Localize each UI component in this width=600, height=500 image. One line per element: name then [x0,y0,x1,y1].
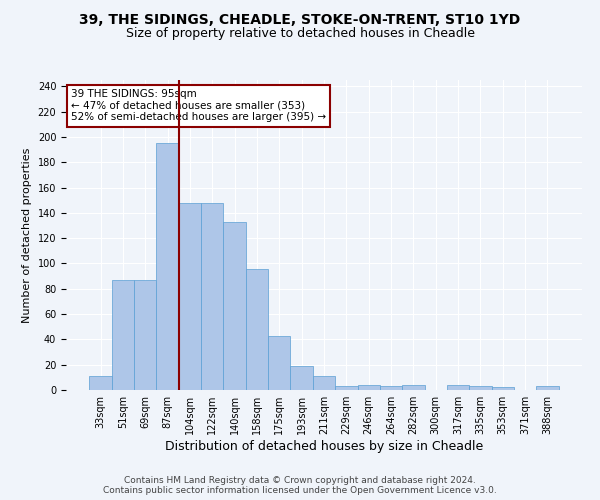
Bar [223,222,246,390]
X-axis label: Distribution of detached houses by size in Cheadle: Distribution of detached houses by size … [165,440,483,453]
Bar [447,385,469,390]
Bar [491,388,514,390]
Y-axis label: Number of detached properties: Number of detached properties [22,148,32,322]
Bar [112,280,134,390]
Bar [335,386,358,390]
Bar [201,202,223,390]
Bar [402,385,425,390]
Bar [157,144,179,390]
Bar [246,268,268,390]
Bar [358,385,380,390]
Text: Contains HM Land Registry data © Crown copyright and database right 2024.
Contai: Contains HM Land Registry data © Crown c… [103,476,497,495]
Bar [179,202,201,390]
Bar [469,386,491,390]
Text: 39, THE SIDINGS, CHEADLE, STOKE-ON-TRENT, ST10 1YD: 39, THE SIDINGS, CHEADLE, STOKE-ON-TRENT… [79,12,521,26]
Bar [380,386,402,390]
Bar [536,386,559,390]
Text: Size of property relative to detached houses in Cheadle: Size of property relative to detached ho… [125,28,475,40]
Bar [89,376,112,390]
Bar [290,366,313,390]
Bar [268,336,290,390]
Text: 39 THE SIDINGS: 95sqm
← 47% of detached houses are smaller (353)
52% of semi-det: 39 THE SIDINGS: 95sqm ← 47% of detached … [71,90,326,122]
Bar [313,376,335,390]
Bar [134,280,157,390]
